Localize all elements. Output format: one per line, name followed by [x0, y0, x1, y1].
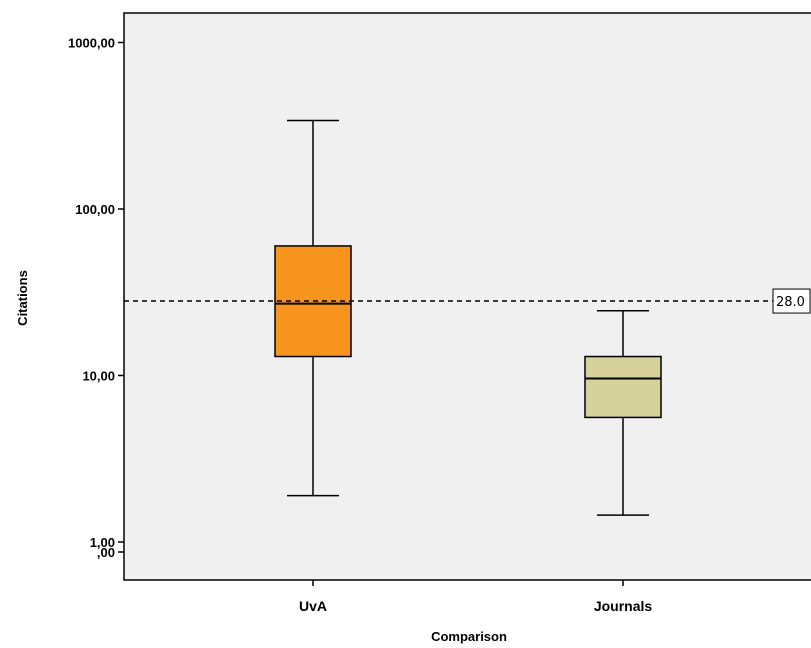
- y-axis-title: Citations: [15, 270, 30, 326]
- x-tick-label-1: Journals: [594, 598, 653, 614]
- reference-line-label: 28.0: [776, 295, 805, 310]
- x-axis-title: Comparison: [431, 629, 507, 644]
- reference-line-label-box: [772, 288, 811, 314]
- y-tick-label-2: 10,00: [82, 369, 115, 384]
- plot-area: [123, 12, 811, 581]
- box-iqr: [584, 355, 662, 419]
- y-axis: 1000,00 100,00 10,00 1,00,00: [68, 36, 124, 560]
- box-journals: [584, 309, 662, 516]
- x-tick-label-0: UvA: [299, 598, 327, 614]
- y-tick-label-4: ,00: [97, 545, 115, 560]
- y-tick-label-0: 1000,00: [68, 36, 115, 51]
- y-tick-label-1: 100,00: [75, 202, 115, 217]
- y-tick-label-3: 1,00: [90, 535, 115, 550]
- x-axis: UvA Journals: [299, 580, 652, 614]
